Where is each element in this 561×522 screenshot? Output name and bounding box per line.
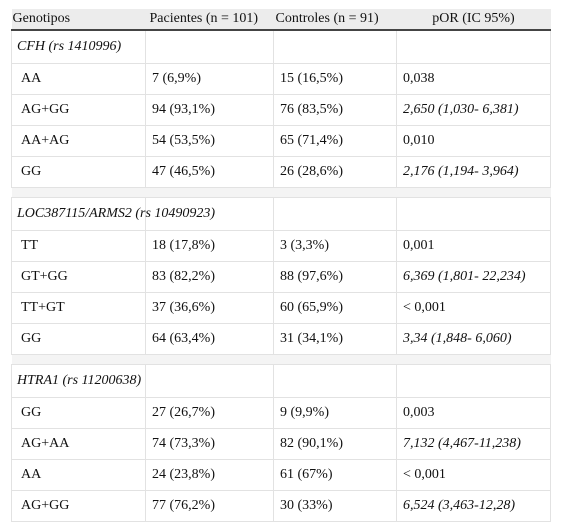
- genotype-cell: AA+AG: [11, 125, 146, 157]
- genotype-cell: GG: [11, 323, 146, 355]
- patients-cell: 54 (53,5%): [145, 125, 274, 157]
- empty-cell: [273, 364, 397, 398]
- genotype-table: Genotipos Pacientes (n = 101) Controles …: [11, 9, 551, 522]
- controls-cell: 82 (90,1%): [273, 428, 397, 460]
- controls-cell: 65 (71,4%): [273, 125, 397, 157]
- empty-cell: [273, 197, 397, 231]
- por-cell: 2,176 (1,194- 3,964): [396, 156, 551, 188]
- por-cell: 0,038: [396, 63, 551, 95]
- controls-cell: 30 (33%): [273, 490, 397, 522]
- table-row: AA 24 (23,8%) 61 (67%) < 0,001: [11, 459, 551, 491]
- genotype-cell: GT+GG: [11, 261, 146, 293]
- por-cell: 6,524 (3,463-12,28): [396, 490, 551, 522]
- por-cell: < 0,001: [396, 459, 551, 491]
- patients-cell: 24 (23,8%): [145, 459, 274, 491]
- por-cell: 0,003: [396, 397, 551, 429]
- patients-cell: 27 (26,7%): [145, 397, 274, 429]
- empty-cell: [145, 364, 274, 398]
- group-header-row: HTRA1 (rs 11200638): [11, 364, 551, 398]
- table-body: CFH (rs 1410996) AA 7 (6,9%) 15 (16,5%) 0,03…: [11, 30, 551, 522]
- spacer-cell: [11, 354, 551, 365]
- controls-cell: 61 (67%): [273, 459, 397, 491]
- empty-cell: [273, 30, 397, 64]
- por-cell: 6,369 (1,801- 22,234): [396, 261, 551, 293]
- group-title: LOC387115/ARMS2 (rs 10490923): [11, 197, 215, 231]
- empty-cell: [396, 197, 551, 231]
- controls-cell: 3 (3,3%): [273, 230, 397, 262]
- genotype-cell: AA: [11, 459, 146, 491]
- por-cell: < 0,001: [396, 292, 551, 324]
- controls-cell: 26 (28,6%): [273, 156, 397, 188]
- group-title: CFH (rs 1410996): [11, 30, 146, 64]
- empty-cell: [396, 30, 551, 64]
- genotype-cell: TT: [11, 230, 146, 262]
- group-title: HTRA1 (rs 11200638): [11, 364, 146, 398]
- genotype-cell: GG: [11, 397, 146, 429]
- header-row: Genotipos Pacientes (n = 101) Controles …: [11, 9, 551, 31]
- genotype-cell: AA: [11, 63, 146, 95]
- genotype-cell: AG+GG: [11, 94, 146, 126]
- por-cell: 3,34 (1,848- 6,060): [396, 323, 551, 355]
- patients-cell: 83 (82,2%): [145, 261, 274, 293]
- table-row: AG+GG 77 (76,2%) 30 (33%) 6,524 (3,463-12,2…: [11, 490, 551, 522]
- table-row: TT 18 (17,8%) 3 (3,3%) 0,001: [11, 230, 551, 262]
- group-spacer: [11, 354, 551, 365]
- header-genotypes: Genotipos: [11, 9, 146, 31]
- spacer-cell: [11, 187, 551, 198]
- por-cell: 2,650 (1,030- 6,381): [396, 94, 551, 126]
- table-row: AG+GG 94 (93,1%) 76 (83,5%) 2,650 (1,030- 6…: [11, 94, 551, 126]
- patients-cell: 77 (76,2%): [145, 490, 274, 522]
- controls-cell: 15 (16,5%): [273, 63, 397, 95]
- table-row: GG 27 (26,7%) 9 (9,9%) 0,003: [11, 397, 551, 429]
- table-row: GT+GG 83 (82,2%) 88 (97,6%) 6,369 (1,801- 2…: [11, 261, 551, 293]
- group-spacer: [11, 187, 551, 198]
- table-row: TT+GT 37 (36,6%) 60 (65,9%) < 0,001: [11, 292, 551, 324]
- genotype-cell: TT+GT: [11, 292, 146, 324]
- patients-cell: 7 (6,9%): [145, 63, 274, 95]
- empty-cell: [396, 364, 551, 398]
- por-cell: 7,132 (4,467-11,238): [396, 428, 551, 460]
- patients-cell: 94 (93,1%): [145, 94, 274, 126]
- group-header-row: CFH (rs 1410996): [11, 30, 551, 64]
- controls-cell: 88 (97,6%): [273, 261, 397, 293]
- controls-cell: 60 (65,9%): [273, 292, 397, 324]
- empty-cell: [145, 197, 274, 231]
- por-cell: 0,010: [396, 125, 551, 157]
- por-cell: 0,001: [396, 230, 551, 262]
- genotype-cell: AG+AA: [11, 428, 146, 460]
- header-patients: Pacientes (n = 101): [145, 9, 274, 31]
- patients-cell: 64 (63,4%): [145, 323, 274, 355]
- table-header: Genotipos Pacientes (n = 101) Controles …: [11, 9, 551, 31]
- table-row: GG 47 (46,5%) 26 (28,6%) 2,176 (1,194- 3,96…: [11, 156, 551, 188]
- patients-cell: 18 (17,8%): [145, 230, 274, 262]
- header-controls: Controles (n = 91): [273, 9, 397, 31]
- genotype-cell: GG: [11, 156, 146, 188]
- patients-cell: 37 (36,6%): [145, 292, 274, 324]
- group-header-row: LOC387115/ARMS2 (rs 10490923): [11, 197, 551, 231]
- table-row: AA 7 (6,9%) 15 (16,5%) 0,038: [11, 63, 551, 95]
- table-row: AG+AA 74 (73,3%) 82 (90,1%) 7,132 (4,467-11…: [11, 428, 551, 460]
- patients-cell: 47 (46,5%): [145, 156, 274, 188]
- controls-cell: 31 (34,1%): [273, 323, 397, 355]
- controls-cell: 9 (9,9%): [273, 397, 397, 429]
- controls-cell: 76 (83,5%): [273, 94, 397, 126]
- table-row: AA+AG 54 (53,5%) 65 (71,4%) 0,010: [11, 125, 551, 157]
- header-por: pOR (IC 95%): [396, 9, 551, 31]
- genotype-cell: AG+GG: [11, 490, 146, 522]
- table-row: GG 64 (63,4%) 31 (34,1%) 3,34 (1,848- 6,060…: [11, 323, 551, 355]
- empty-cell: [145, 30, 274, 64]
- patients-cell: 74 (73,3%): [145, 428, 274, 460]
